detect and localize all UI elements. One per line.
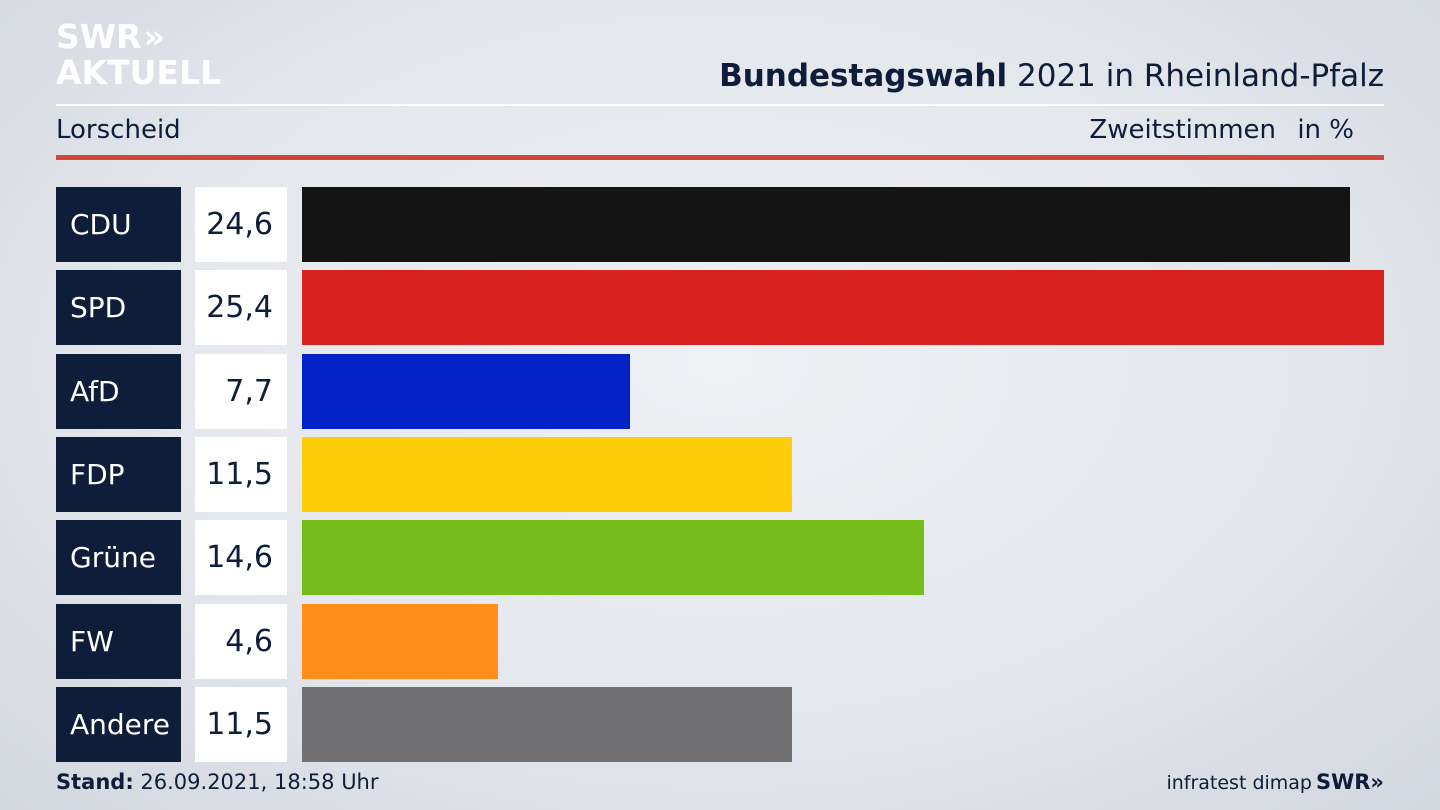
bar-grüne: [302, 520, 924, 595]
chevrons-icon: »: [143, 17, 165, 56]
logo-line-1: SWR»: [56, 17, 165, 56]
footer-swr-logo: SWR»: [1315, 770, 1384, 794]
bar-spd: [302, 270, 1384, 345]
bar-row-fw: FW 4,6: [0, 604, 1440, 679]
party-label: CDU: [56, 187, 181, 262]
title-bold: Bundestagswahl: [719, 58, 1008, 94]
stand-label: Stand:: [56, 770, 134, 794]
chart-title: Bundestagswahl 2021 in Rheinland-Pfalz: [719, 58, 1384, 95]
value-label: 7,7: [195, 354, 287, 429]
footer-source: infratest dimap: [1166, 772, 1312, 794]
bar-row-andere: Andere 11,5: [0, 687, 1440, 762]
party-label: FDP: [56, 437, 181, 512]
value-label: 4,6: [195, 604, 287, 679]
stand-value: 26.09.2021, 18:58 Uhr: [140, 770, 379, 794]
bar-afd: [302, 354, 630, 429]
bar-row-fdp: FDP 11,5: [0, 437, 1440, 512]
value-label: 11,5: [195, 687, 287, 762]
divider-white: [56, 104, 1384, 106]
party-label: SPD: [56, 270, 181, 345]
party-label: AfD: [56, 354, 181, 429]
bar-fw: [302, 604, 498, 679]
logo-line-2: AKTUELL: [56, 53, 222, 92]
bar-andere: [302, 687, 792, 762]
divider-red: [56, 155, 1384, 160]
value-label: 11,5: [195, 437, 287, 512]
value-label: 14,6: [195, 520, 287, 595]
value-label: 25,4: [195, 270, 287, 345]
party-label: Grüne: [56, 520, 181, 595]
bar-row-afd: AfD 7,7: [0, 354, 1440, 429]
bar-row-spd: SPD 25,4: [0, 270, 1440, 345]
swr-aktuell-logo: SWR» AKTUELL: [56, 18, 226, 90]
bar-cdu: [302, 187, 1350, 262]
title-rest: 2021 in Rheinland-Pfalz: [1017, 58, 1384, 94]
bar-fdp: [302, 437, 792, 512]
footer-timestamp: Stand: 26.09.2021, 18:58 Uhr: [56, 770, 379, 794]
place-name: Lorscheid: [56, 115, 181, 145]
party-label: FW: [56, 604, 181, 679]
party-label: Andere: [56, 687, 181, 762]
unit-label: in %: [1297, 115, 1354, 145]
vote-type-label: Zweitstimmen: [1089, 115, 1276, 145]
chevrons-icon: »: [1370, 770, 1384, 794]
bar-row-cdu: CDU 24,6: [0, 187, 1440, 262]
value-label: 24,6: [195, 187, 287, 262]
bar-row-grüne: Grüne 14,6: [0, 520, 1440, 595]
